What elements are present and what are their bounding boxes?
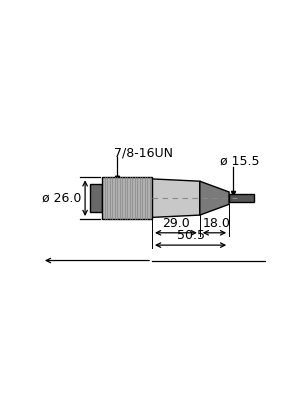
Text: ø 26.0: ø 26.0 <box>42 192 82 205</box>
Polygon shape <box>152 179 200 218</box>
Text: 18.0: 18.0 <box>203 217 231 230</box>
Text: ø 15.5: ø 15.5 <box>220 155 260 168</box>
Text: 29.0: 29.0 <box>162 217 190 230</box>
Bar <box>102 177 152 219</box>
Text: 7/8-16UN: 7/8-16UN <box>114 146 173 159</box>
Text: 50.5: 50.5 <box>177 229 205 242</box>
Bar <box>229 194 254 202</box>
Bar <box>91 184 102 212</box>
Polygon shape <box>200 181 229 215</box>
